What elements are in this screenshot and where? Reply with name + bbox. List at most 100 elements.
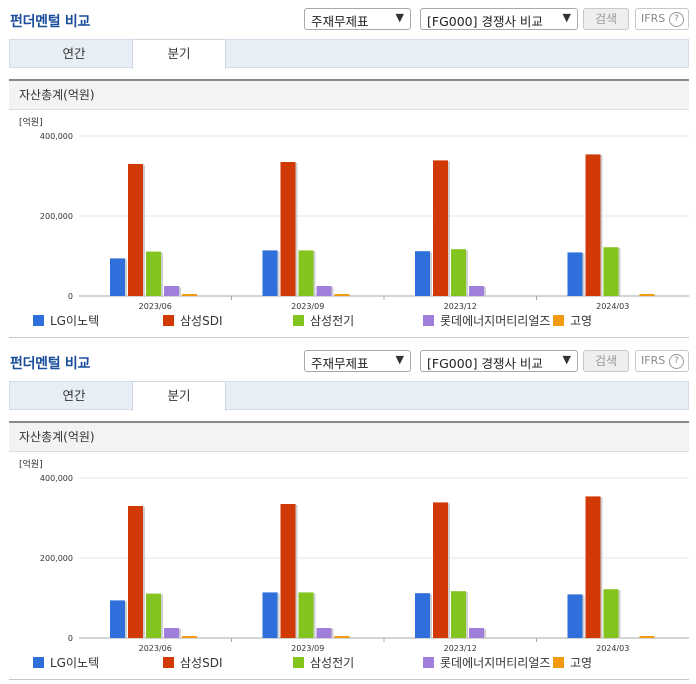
x-tick-label: 2024/03 (596, 302, 629, 310)
help-icon: ? (669, 12, 684, 27)
bar[interactable] (415, 251, 430, 296)
tab-quarterly[interactable]: 분기 (132, 39, 226, 69)
bar[interactable] (469, 286, 484, 296)
x-tick-label: 2023/12 (444, 302, 477, 310)
tab-quarterly[interactable]: 분기 (132, 381, 226, 411)
bar[interactable] (262, 250, 278, 296)
statement-select[interactable]: 주재무제표 ▼ (304, 350, 411, 372)
legend-label: 삼성전기 (310, 656, 355, 670)
y-tick-label: 400,000 (40, 132, 73, 141)
bar[interactable] (451, 249, 466, 296)
bar[interactable] (128, 506, 143, 638)
legend-label: 삼성SDI (180, 656, 223, 670)
bar[interactable] (164, 628, 179, 638)
bar[interactable] (334, 294, 350, 296)
bar[interactable] (146, 251, 161, 296)
bar[interactable] (110, 600, 125, 638)
legend-label: LG이노텍 (50, 314, 100, 328)
compare-select-value: [FG000] 경쟁사 비교 (427, 14, 543, 29)
legend-label: 삼성전기 (310, 314, 355, 328)
y-tick-label: 200,000 (40, 212, 73, 221)
compare-select[interactable]: [FG000] 경쟁사 비교 ▼ (420, 350, 578, 372)
legend-swatch (423, 657, 434, 668)
bar[interactable] (128, 164, 143, 296)
legend-item[interactable]: 롯데에너지머티리얼즈 (423, 654, 550, 672)
legend-swatch (293, 657, 304, 668)
bar[interactable] (433, 160, 448, 296)
bar[interactable] (567, 594, 583, 638)
chart: [억원] 400,000 200,000 0 2023/06 2023/09 2023/12… (19, 116, 689, 310)
bar[interactable] (164, 286, 179, 296)
bar[interactable] (298, 592, 314, 638)
bar[interactable] (639, 636, 655, 638)
y-unit-label: [억원] (19, 458, 43, 470)
statement-select-value: 주재무제표 (311, 14, 369, 29)
legend-item[interactable]: 고영 (553, 654, 592, 672)
legend-label: 롯데에너지머티리얼즈 (440, 656, 551, 670)
ifrs-help-button[interactable]: IFRS ? (635, 8, 689, 30)
legend-item[interactable]: LG이노텍 (33, 312, 99, 330)
legend-swatch (293, 315, 304, 326)
divider (9, 679, 689, 680)
x-tick-label: 2024/03 (596, 644, 629, 652)
legend-label: 고영 (570, 656, 593, 670)
bar[interactable] (316, 628, 332, 638)
bar[interactable] (415, 593, 430, 638)
y-tick-label: 200,000 (40, 554, 73, 563)
search-button[interactable]: 검색 (583, 350, 629, 372)
bar[interactable] (451, 591, 466, 638)
chevron-down-icon: ▼ (395, 11, 404, 24)
bar[interactable] (146, 593, 161, 638)
legend-swatch (423, 315, 434, 326)
legend-item[interactable]: 삼성전기 (293, 312, 354, 330)
bar[interactable] (603, 589, 619, 638)
bar[interactable] (639, 294, 655, 296)
divider (9, 337, 689, 338)
legend-item[interactable]: 삼성SDI (163, 312, 222, 330)
statement-select[interactable]: 주재무제표 ▼ (304, 8, 411, 30)
statement-select-value: 주재무제표 (311, 356, 369, 371)
bar[interactable] (585, 496, 601, 638)
bar[interactable] (298, 250, 314, 296)
fundamental-compare-panel: 펀더멘털 비교 주재무제표 ▼ [FG000] 경쟁사 비교 ▼ 검색 IFRS… (0, 342, 696, 684)
x-tick-label: 2023/09 (291, 302, 324, 310)
legend-swatch (163, 315, 174, 326)
x-tick-label: 2023/09 (291, 644, 324, 652)
chart: [억원] 400,000 200,000 0 2023/06 2023/09 2023/12… (19, 458, 689, 652)
bar[interactable] (433, 502, 448, 638)
y-tick-label: 400,000 (40, 474, 73, 483)
bar[interactable] (280, 162, 296, 296)
tab-annual[interactable]: 연간 (62, 388, 86, 403)
legend-swatch (553, 315, 564, 326)
ifrs-help-button[interactable]: IFRS ? (635, 350, 689, 372)
bar[interactable] (280, 504, 296, 638)
panel-title: 펀더멘털 비교 (10, 356, 91, 372)
y-tick-label: 0 (68, 292, 73, 301)
search-button[interactable]: 검색 (583, 8, 629, 30)
legend-item[interactable]: LG이노텍 (33, 654, 99, 672)
legend-item[interactable]: 고영 (553, 312, 592, 330)
chevron-down-icon: ▼ (562, 11, 571, 24)
bar[interactable] (316, 286, 332, 296)
legend-label: 삼성SDI (180, 314, 223, 328)
bar[interactable] (182, 636, 197, 638)
legend-item[interactable]: 삼성SDI (163, 654, 222, 672)
chevron-down-icon: ▼ (395, 353, 404, 366)
help-icon: ? (669, 354, 684, 369)
legend-item[interactable]: 롯데에너지머티리얼즈 (423, 312, 550, 330)
bar[interactable] (262, 592, 278, 638)
bar[interactable] (334, 636, 350, 638)
y-unit-label: [억원] (19, 116, 43, 128)
bar[interactable] (182, 294, 197, 296)
tab-annual[interactable]: 연간 (62, 46, 86, 61)
bar[interactable] (567, 252, 583, 296)
legend-item[interactable]: 삼성전기 (293, 654, 354, 672)
bar[interactable] (469, 628, 484, 638)
fundamental-compare-panel: 펀더멘털 비교 주재무제표 ▼ [FG000] 경쟁사 비교 ▼ 검색 IFRS… (9, 8, 689, 338)
bar[interactable] (603, 247, 619, 296)
chart-section-title: 자산총계(억원) (9, 421, 689, 452)
x-tick-label: 2023/06 (139, 644, 172, 652)
bar[interactable] (585, 154, 601, 296)
bar[interactable] (110, 258, 125, 296)
compare-select[interactable]: [FG000] 경쟁사 비교 ▼ (420, 8, 578, 30)
